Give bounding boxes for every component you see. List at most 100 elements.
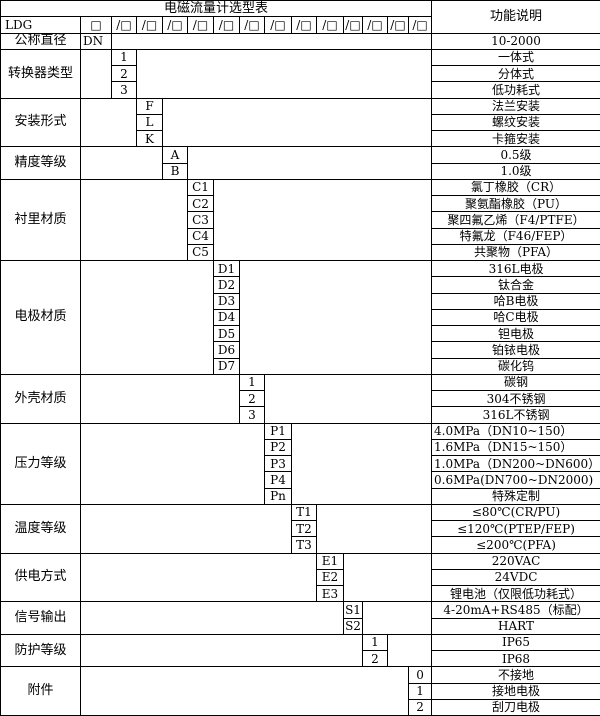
option-description: 1.0级 xyxy=(431,162,600,180)
option-description: IP65 xyxy=(431,633,600,652)
option-code: 2 xyxy=(239,389,265,408)
model-code-slot: /□ xyxy=(316,16,344,34)
section-label: 附件 xyxy=(0,666,81,716)
option-description: 螺纹安装 xyxy=(431,113,600,132)
option-description: 锂电池（仅限低功耗式） xyxy=(431,584,600,603)
section-label: 信号输出 xyxy=(0,601,81,635)
model-code-slot: /□ xyxy=(291,16,317,34)
option-code: D7 xyxy=(213,357,240,375)
option-row: 2 刮刀电极 xyxy=(1,698,600,716)
option-description: 聚氨酯橡胶（PU） xyxy=(431,194,600,213)
option-code: P3 xyxy=(264,454,292,473)
option-description: IP68 xyxy=(431,649,600,668)
table-title: 电磁流量计选型表 xyxy=(0,0,433,18)
option-description: 氯丁橡胶（CR） xyxy=(431,178,600,197)
section-label: 供电方式 xyxy=(0,552,81,603)
option-description: 钽电极 xyxy=(431,324,600,343)
blank-cell xyxy=(80,97,137,148)
blank-cell xyxy=(80,373,240,424)
nominal-diameter-code: DN xyxy=(80,32,112,50)
option-code: T1 xyxy=(291,503,317,522)
option-row: 温度等级 T1 ≤80℃(CR/PU) xyxy=(0,503,600,554)
blank-cell xyxy=(386,633,433,668)
blank-cell xyxy=(80,178,188,262)
option-description: 不接地 xyxy=(431,666,600,684)
section-label: 精度等级 xyxy=(0,146,81,180)
option-code: S1 xyxy=(343,601,363,619)
blank-cell xyxy=(110,32,433,50)
blank-cell xyxy=(80,503,292,554)
option-description: 特殊定制 xyxy=(431,487,600,505)
option-row: C2 聚氨酯橡胶（PU） xyxy=(1,194,600,213)
option-code: 3 xyxy=(111,81,137,99)
blank-cell xyxy=(80,48,112,99)
blank-cell xyxy=(161,97,433,148)
section-label: 安装形式 xyxy=(0,97,81,148)
option-description: ≤200℃(PFA) xyxy=(431,536,600,554)
model-code-slot: /□ xyxy=(407,16,433,34)
model-code-slot: /□ xyxy=(362,16,388,34)
section-label: 转换器类型 xyxy=(0,48,81,99)
option-description: 0.5级 xyxy=(431,146,600,164)
blank-cell xyxy=(80,146,163,180)
option-code: C3 xyxy=(187,211,214,229)
option-code: D2 xyxy=(213,276,240,294)
option-row: E2 24VDC xyxy=(1,568,600,587)
option-row: B 1.0级 xyxy=(1,162,600,180)
option-description: 共聚物（PFA） xyxy=(431,243,600,262)
option-row: 转换器类型 1 一体式 xyxy=(0,48,600,99)
option-description: 哈C电极 xyxy=(431,308,600,327)
option-row: 衬里材质 C1 氯丁橡胶（CR） xyxy=(0,178,600,262)
option-description: 304不锈钢 xyxy=(431,389,600,408)
option-code: E1 xyxy=(316,552,344,570)
option-description: 4-20mA+RS485（标配） xyxy=(431,601,600,619)
option-description: 24VDC xyxy=(431,568,600,587)
model-code-slot: /□ xyxy=(136,16,163,34)
option-code: Pn xyxy=(264,487,292,505)
model-code-slot: /□ xyxy=(162,16,188,34)
option-description: 碳化钨 xyxy=(431,357,600,375)
option-code: 2 xyxy=(111,64,137,83)
option-row: P3 1.0MPa（DN200~DN600） xyxy=(1,454,600,473)
nominal-diameter-row: 公称直径 DN 10-2000 xyxy=(0,32,600,50)
option-code: L xyxy=(136,113,163,132)
blank-cell xyxy=(80,260,214,375)
option-row: 附件 0 不接地 xyxy=(0,666,600,716)
title-row: 电磁流量计选型表 功能说明 xyxy=(0,0,600,34)
blank-cell xyxy=(315,503,433,554)
model-code-slot: /□ xyxy=(264,16,292,34)
option-description: 哈B电极 xyxy=(431,292,600,310)
option-code: 0 xyxy=(407,666,433,684)
option-description: ≤120℃(PTEP/FEP) xyxy=(431,519,600,538)
option-code: C5 xyxy=(187,243,214,262)
option-row: 3 低功耗式 xyxy=(1,81,600,99)
option-code: C4 xyxy=(187,227,214,245)
section-label: 温度等级 xyxy=(0,503,81,554)
blank-cell xyxy=(342,552,433,603)
option-code: E2 xyxy=(316,568,344,587)
blank-cell xyxy=(135,48,433,99)
option-description: ≤80℃(CR/PU) xyxy=(431,503,600,522)
option-code: D3 xyxy=(213,292,240,310)
option-row: 1 接地电极 xyxy=(1,682,600,700)
option-row: 防护等级 1 IP65 xyxy=(0,633,600,668)
blank-cell xyxy=(80,666,409,716)
model-code-slot: /□ xyxy=(111,16,137,34)
blank-cell xyxy=(80,422,265,505)
section-label: 衬里材质 xyxy=(0,178,81,262)
option-code: B xyxy=(162,162,188,180)
option-code: E3 xyxy=(316,584,344,603)
nominal-diameter-desc: 10-2000 xyxy=(431,32,600,50)
option-code: P1 xyxy=(264,422,292,440)
option-description: 220VAC xyxy=(431,552,600,570)
option-row: S2 HART xyxy=(1,617,600,635)
option-row: 精度等级 A 0.5级 xyxy=(0,146,600,180)
option-code: K xyxy=(136,129,163,148)
option-description: 接地电极 xyxy=(431,682,600,700)
option-code: T3 xyxy=(291,536,317,554)
option-description: 钛合金 xyxy=(431,276,600,294)
option-code: D5 xyxy=(213,324,240,343)
option-row: 压力等级 P1 4.0MPa（DN10~150） xyxy=(0,422,600,505)
option-row: D5 钽电极 xyxy=(1,324,600,343)
